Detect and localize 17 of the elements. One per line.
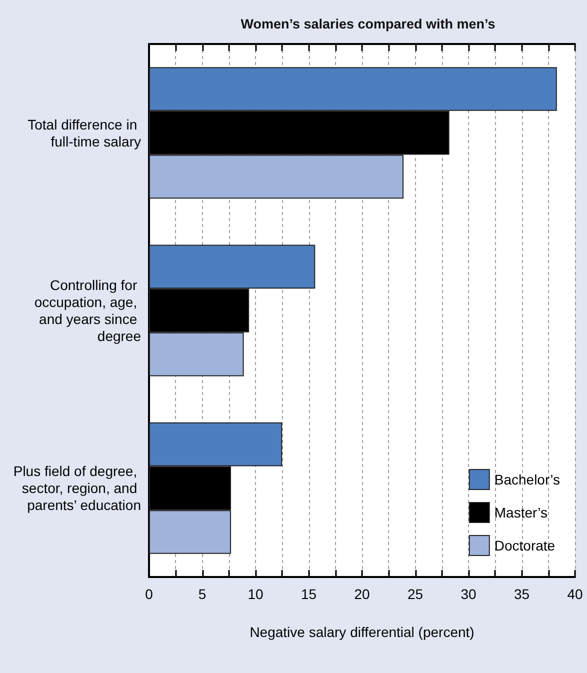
legend-label: Bachelor’s [494,472,560,488]
legend-label: Master’s [494,504,548,520]
x-tick-label: 15 [300,586,317,602]
x-tick-label: 25 [407,586,424,602]
y-tick-label: Plus field of degree, sector, region, and parents’ education [13,463,141,514]
x-tick-label: 0 [145,586,154,602]
y-tick-label: Controlling for occupation, age, and years since degree [34,277,142,344]
x-tick-label: 20 [354,586,370,602]
chart-title: Women’s salaries compared with men’s [240,16,496,32]
x-tick-label: 35 [514,586,530,602]
x-tick-label: 10 [248,586,264,602]
x-tick-label: 40 [567,586,583,602]
x-axis-title: Negative salary differential (percent) [250,624,474,640]
y-tick-label: Total difference in full-time salary [28,116,141,150]
x-tick-label: 5 [198,586,206,602]
legend-label: Doctorate [494,538,556,554]
x-tick-label: 30 [460,586,476,602]
